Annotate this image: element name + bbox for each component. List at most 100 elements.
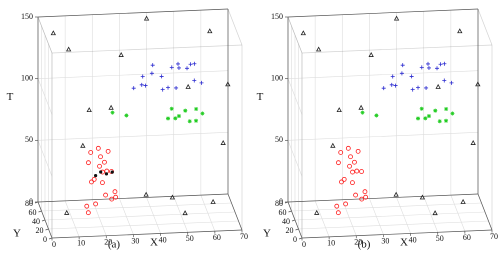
point — [102, 159, 107, 165]
axis-frame — [37, 193, 229, 203]
point — [84, 203, 90, 209]
point — [110, 170, 114, 174]
point — [410, 87, 415, 92]
point — [350, 180, 355, 186]
point — [169, 194, 176, 200]
point — [437, 119, 442, 124]
point — [424, 85, 429, 90]
point — [374, 113, 379, 118]
point — [330, 142, 336, 148]
tick-mark — [48, 237, 53, 240]
point — [194, 118, 199, 123]
y-tick-label: 40 — [32, 217, 40, 226]
point — [419, 65, 424, 70]
tick-mark — [34, 201, 39, 204]
point — [355, 148, 361, 154]
z-tick-label: 100 — [271, 73, 283, 82]
point — [381, 86, 386, 91]
point — [109, 196, 115, 202]
point — [124, 113, 129, 118]
point — [80, 142, 86, 148]
point — [86, 160, 91, 166]
x-tick-label: 60 — [463, 233, 471, 242]
point — [108, 104, 114, 110]
axis-frame — [287, 16, 303, 54]
x-tick-label: 50 — [186, 234, 194, 243]
caption: (a) — [108, 239, 121, 251]
point — [426, 61, 430, 66]
point — [393, 15, 400, 21]
point — [358, 104, 364, 110]
point — [442, 61, 447, 66]
grid-line — [291, 202, 482, 212]
y-tick-label: 20 — [36, 226, 44, 235]
point — [353, 192, 358, 198]
x-tick-label: 40 — [159, 235, 167, 244]
point — [185, 83, 191, 89]
grid-line — [37, 70, 229, 79]
point — [475, 81, 481, 87]
tick-mark — [298, 237, 303, 240]
point — [169, 106, 174, 111]
point — [166, 85, 171, 90]
grid-line — [287, 132, 479, 141]
point — [105, 148, 111, 154]
point — [347, 163, 352, 169]
x-tick-label: 50 — [436, 234, 444, 243]
point — [188, 62, 193, 67]
x-tick-label: 70 — [490, 232, 498, 241]
point — [300, 30, 306, 36]
point — [97, 163, 102, 169]
point — [85, 210, 91, 216]
point — [390, 74, 395, 79]
point — [393, 191, 399, 197]
point — [160, 87, 165, 92]
grid-line — [44, 211, 236, 221]
point — [363, 194, 369, 200]
point — [192, 61, 197, 66]
x-tick-label: 30 — [381, 236, 389, 245]
grid-line — [298, 220, 489, 230]
tick-mark — [288, 210, 292, 213]
z-tick-label: 50 — [25, 135, 33, 144]
point — [457, 28, 463, 34]
point — [334, 203, 340, 209]
point — [438, 62, 443, 67]
axis-frame — [37, 16, 53, 54]
grid-line — [48, 220, 239, 230]
point — [426, 114, 431, 119]
axis-frame — [227, 193, 243, 231]
y-axis-label: Y — [13, 228, 21, 240]
point — [169, 65, 174, 70]
point — [409, 74, 414, 79]
point — [86, 107, 92, 113]
point — [419, 106, 424, 111]
z-axis-label: T — [257, 91, 264, 103]
point — [360, 110, 365, 115]
y-axis-label: Y — [263, 228, 271, 240]
tick-mark — [284, 201, 289, 204]
point — [423, 116, 428, 121]
point — [150, 63, 155, 68]
point — [460, 198, 466, 204]
z-tick-label: 0 — [279, 197, 283, 206]
point — [194, 106, 199, 111]
axis-frame — [477, 193, 493, 231]
point — [93, 201, 99, 207]
z-tick-label: 50 — [275, 135, 283, 144]
point — [183, 108, 188, 113]
grid-line — [294, 211, 486, 221]
point — [174, 85, 179, 90]
point — [389, 82, 394, 87]
point — [99, 170, 103, 174]
point — [345, 145, 351, 151]
point — [336, 160, 341, 166]
y-tick-label: 20 — [286, 226, 294, 235]
point — [143, 191, 149, 197]
point — [354, 168, 360, 174]
z-tick-label: 0 — [29, 197, 33, 206]
point — [444, 106, 449, 111]
axis-frame — [287, 8, 479, 18]
grid-line — [41, 202, 232, 212]
point — [315, 46, 322, 52]
